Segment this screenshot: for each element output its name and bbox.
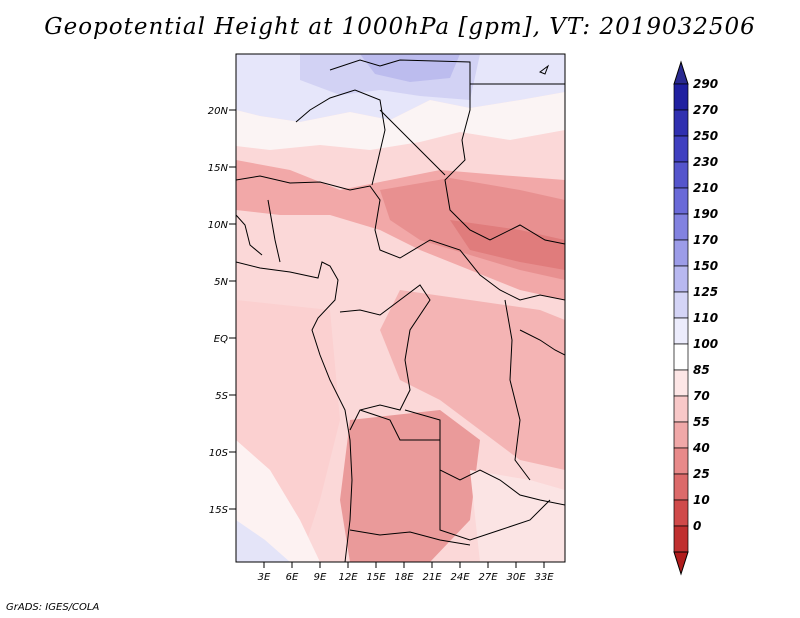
lat-label: 15N: [208, 163, 229, 174]
lat-label: 20N: [208, 106, 229, 117]
lat-label: 10N: [208, 220, 229, 231]
lat-label: 10S: [209, 448, 229, 459]
colorbar-segment: [673, 213, 689, 241]
colorbar-label: 0: [693, 519, 701, 533]
lon-label: 15E: [366, 572, 386, 583]
lat-label: 5S: [215, 391, 228, 402]
lon-label: 3E: [258, 572, 271, 583]
lat-label: 5N: [214, 277, 228, 288]
colorbar-segment: [673, 447, 689, 475]
lon-axis: [263, 562, 545, 568]
colorbar-label: 190: [693, 207, 718, 221]
colorbar-segment: [673, 499, 689, 527]
colorbar-segment: [673, 369, 689, 397]
lon-label: 27E: [478, 572, 498, 583]
colorbar-label: 40: [692, 441, 710, 455]
colorbar-label: 250: [693, 129, 718, 143]
colorbar-label: 85: [693, 363, 710, 377]
lon-label: 6E: [286, 572, 299, 583]
colorbar-arrow-top: [673, 60, 689, 85]
colorbar-label: 110: [693, 311, 718, 325]
colorbar-label: 230: [693, 155, 718, 169]
lat-label: 15S: [209, 505, 229, 516]
chart-title: Geopotential Height at 1000hPa [gpm], VT…: [44, 14, 756, 40]
colorbar-segment: [673, 395, 689, 423]
colorbar-label: 210: [693, 181, 718, 195]
colorbar: 2902702502302101901701501251101008570554…: [673, 60, 718, 576]
colorbar-label: 170: [693, 233, 718, 247]
colorbar-segment: [673, 109, 689, 137]
colorbar-label: 100: [693, 337, 718, 351]
colorbar-arrow-bottom: [673, 551, 689, 576]
colorbar-segment: [673, 317, 689, 345]
lon-label: 12E: [338, 572, 358, 583]
map-frame: [235, 53, 566, 563]
grads-credit: GrADS: IGES/COLA: [6, 602, 100, 613]
colorbar-label: 290: [693, 77, 718, 91]
colorbar-segment: [673, 135, 689, 163]
lon-label: 30E: [506, 572, 526, 583]
lat-label: EQ: [214, 334, 228, 345]
colorbar-segment: [673, 265, 689, 293]
colorbar-segment: [673, 187, 689, 215]
colorbar-segment: [673, 161, 689, 189]
map-panel: [236, 54, 565, 562]
colorbar-label: 125: [693, 285, 718, 299]
colorbar-segment: [673, 473, 689, 501]
lon-label: 24E: [450, 572, 470, 583]
colorbar-segment: [673, 343, 689, 371]
lon-label: 9E: [314, 572, 327, 583]
colorbar-label: 10: [693, 493, 710, 507]
colorbar-segment: [673, 525, 689, 553]
lon-label: 18E: [394, 572, 414, 583]
colorbar-segment: [673, 421, 689, 449]
colorbar-segment: [673, 83, 689, 111]
lat-axis: [229, 109, 236, 510]
lon-label: 21E: [422, 572, 442, 583]
lon-label: 33E: [534, 572, 554, 583]
coastlines: [236, 59, 565, 562]
colorbar-segment: [673, 291, 689, 319]
colorbar-label: 55: [693, 415, 710, 429]
colorbar-label: 25: [693, 467, 710, 481]
colorbar-label: 270: [693, 103, 718, 117]
colorbar-label: 150: [693, 259, 718, 273]
colorbar-label: 70: [693, 389, 710, 403]
field-central: [380, 290, 565, 470]
colorbar-segment: [673, 239, 689, 267]
